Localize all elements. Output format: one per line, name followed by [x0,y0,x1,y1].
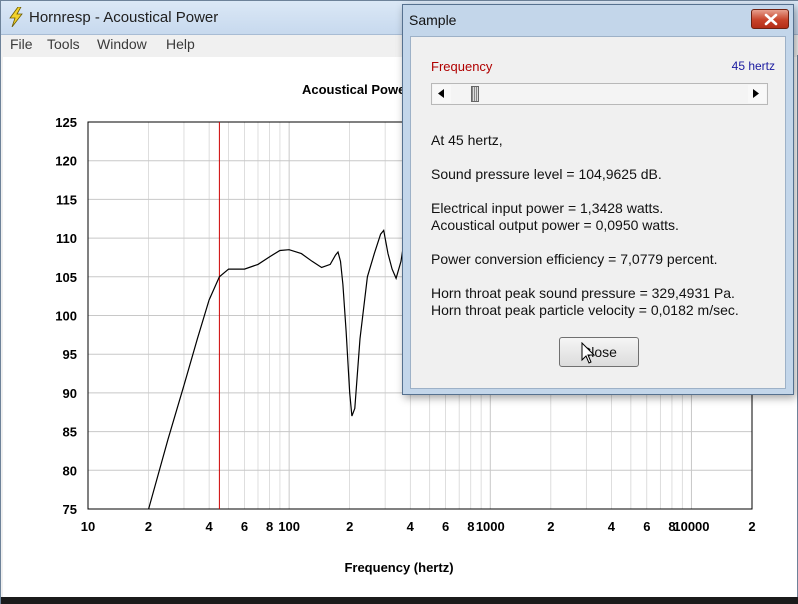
arrow-right-icon [753,89,759,98]
chart-title: Acoustical Power [302,82,410,97]
close-x-icon [764,13,778,26]
sample-title: Sample [409,12,457,28]
menu-window[interactable]: Window [97,36,147,52]
x-tick-label: 2 [748,519,755,534]
arrow-left-icon [438,89,444,98]
x-tick-label: 4 [407,519,415,534]
frequency-value: 45 hertz [731,59,775,73]
info-input-power: Electrical input power = 1,3428 watts. [431,200,664,216]
x-tick-label: 10 [81,519,95,534]
info-throat-velocity: Horn throat peak particle velocity = 0,0… [431,302,739,318]
main-window-title: Hornresp - Acoustical Power [29,9,219,26]
menu-help[interactable]: Help [166,36,195,52]
slider-thumb[interactable] [471,86,479,102]
x-tick-label: 10000 [673,519,709,534]
info-efficiency: Power conversion efficiency = 7,0779 per… [431,251,718,267]
taskbar-strip [1,597,798,604]
y-tick-label: 75 [63,502,77,517]
lightning-icon [9,7,23,27]
y-tick-label: 100 [55,309,77,324]
x-tick-label: 8 [668,519,675,534]
x-axis-label: Frequency (hertz) [344,560,453,575]
y-tick-label: 105 [55,270,77,285]
y-tick-label: 115 [56,192,77,207]
frequency-label: Frequency [431,59,493,74]
y-tick-label: 110 [56,231,77,246]
menu-tools[interactable]: Tools [47,36,80,52]
x-tick-label: 8 [467,519,474,534]
x-tick-label: 1000 [476,519,505,534]
x-tick-label: 6 [241,519,248,534]
sample-dialog: Sample Frequency 45 hertz At 45 hertz, S… [402,4,794,395]
x-tick-label: 4 [205,519,213,534]
y-tick-label: 125 [55,115,77,130]
info-spl: Sound pressure level = 104,9625 dB. [431,166,662,182]
x-tick-label: 4 [608,519,616,534]
y-tick-label: 85 [63,425,77,440]
x-tick-label: 100 [278,519,300,534]
y-tick-label: 95 [63,347,77,362]
power-curve [148,229,409,510]
x-tick-label: 6 [442,519,449,534]
mouse-cursor-icon [581,342,595,364]
sample-titlebar[interactable]: Sample [403,5,793,35]
slider-left-button[interactable] [433,85,451,103]
info-at-frequency: At 45 hertz, [431,132,503,148]
info-throat-pressure: Horn throat peak sound pressure = 329,49… [431,285,735,301]
y-tick-label: 80 [63,463,77,478]
close-x-button[interactable] [751,9,789,29]
frequency-slider[interactable] [431,83,768,105]
y-tick-label: 90 [63,386,77,401]
x-tick-label: 2 [547,519,554,534]
x-tick-label: 6 [643,519,650,534]
y-axis-ticks: 125 120 115 110 105 100 95 90 85 80 75 [55,115,77,517]
x-tick-label: 2 [145,519,152,534]
x-tick-label: 8 [266,519,273,534]
slider-right-button[interactable] [748,85,766,103]
info-output-power: Acoustical output power = 0,0950 watts. [431,217,679,233]
sample-panel: Frequency 45 hertz At 45 hertz, Sound pr… [410,36,786,389]
x-tick-label: 2 [346,519,353,534]
close-button[interactable]: Close [559,337,639,367]
y-tick-label: 120 [55,154,77,169]
menu-file[interactable]: File [10,36,33,52]
